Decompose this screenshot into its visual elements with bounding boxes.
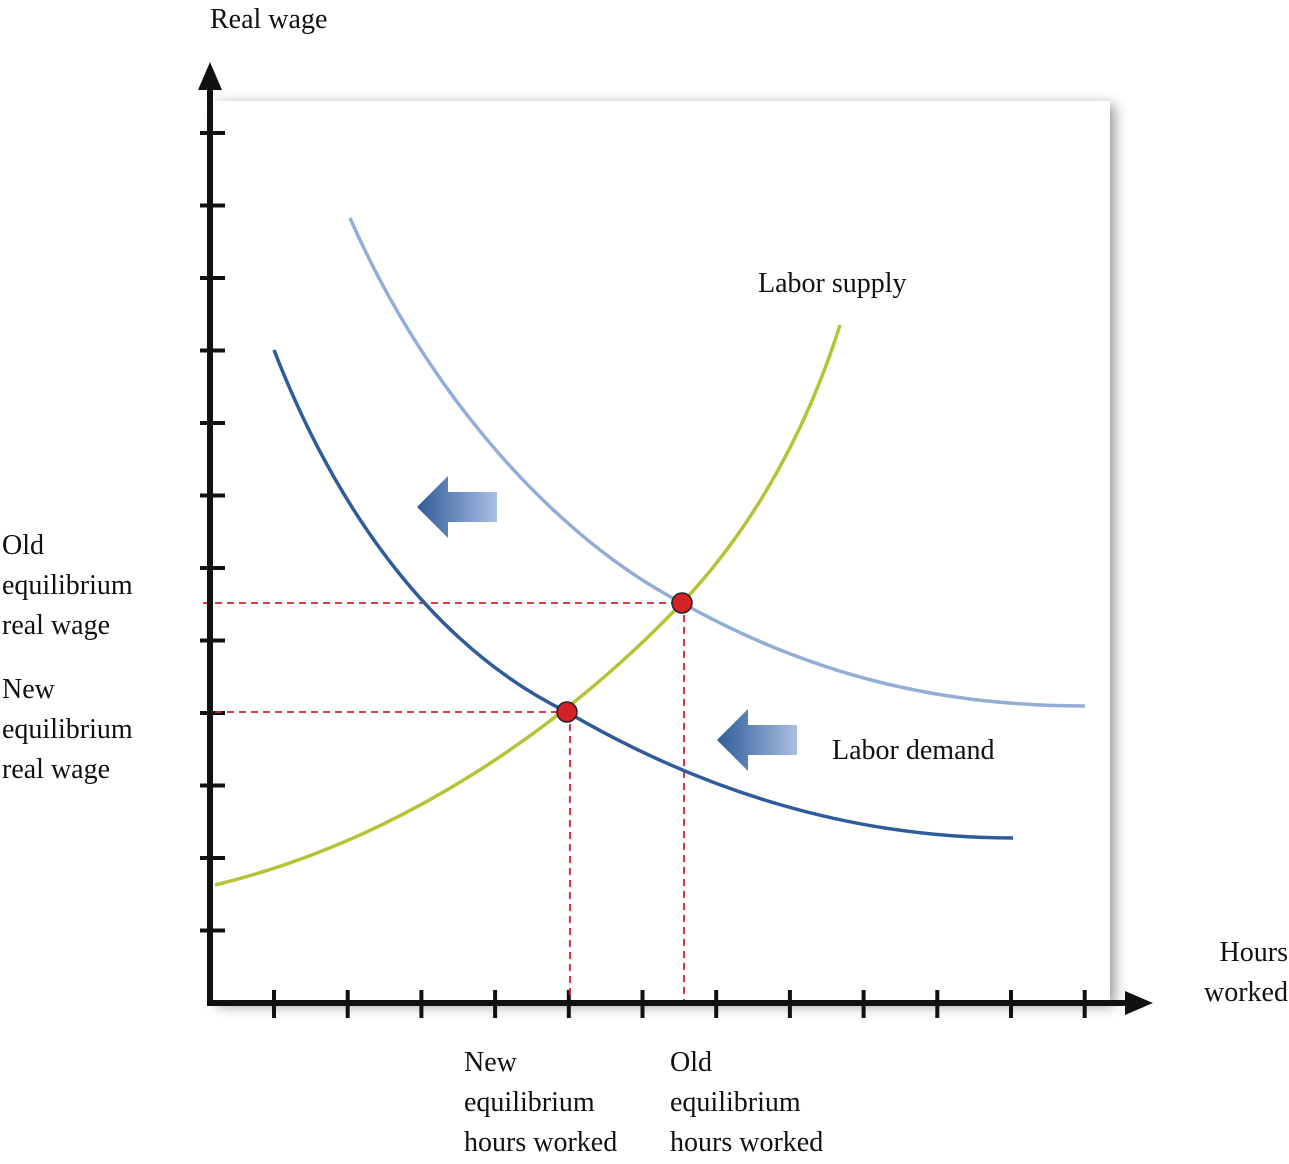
x-axis-arrow-icon	[1125, 991, 1153, 1015]
shift-left-arrow-icon	[717, 709, 797, 771]
labor-supply-curve	[214, 324, 842, 887]
y-axis-label: Real wage	[210, 4, 328, 35]
old-equilibrium-point	[671, 592, 693, 614]
new-equilibrium-point	[556, 701, 578, 723]
plot-area	[213, 101, 1110, 1001]
old-equilibrium-hours-label: Old equilibrium hours worked	[670, 1047, 824, 1158]
new-equilibrium-hours-label: New equilibrium hours worked	[464, 1047, 618, 1158]
new-equilibrium-wage-label: New equilibrium real wage	[2, 674, 133, 785]
labor-demand-label: Labor demand	[832, 735, 995, 766]
shift-left-arrow-icon	[417, 476, 497, 538]
old-equilibrium-wage-label: Old equilibrium real wage	[2, 530, 133, 641]
y-axis-arrow-icon	[198, 62, 222, 90]
labor-supply-label: Labor supply	[758, 268, 907, 299]
x-axis-label: Hours worked	[1204, 937, 1288, 1008]
guide-lines	[203, 602, 685, 1000]
